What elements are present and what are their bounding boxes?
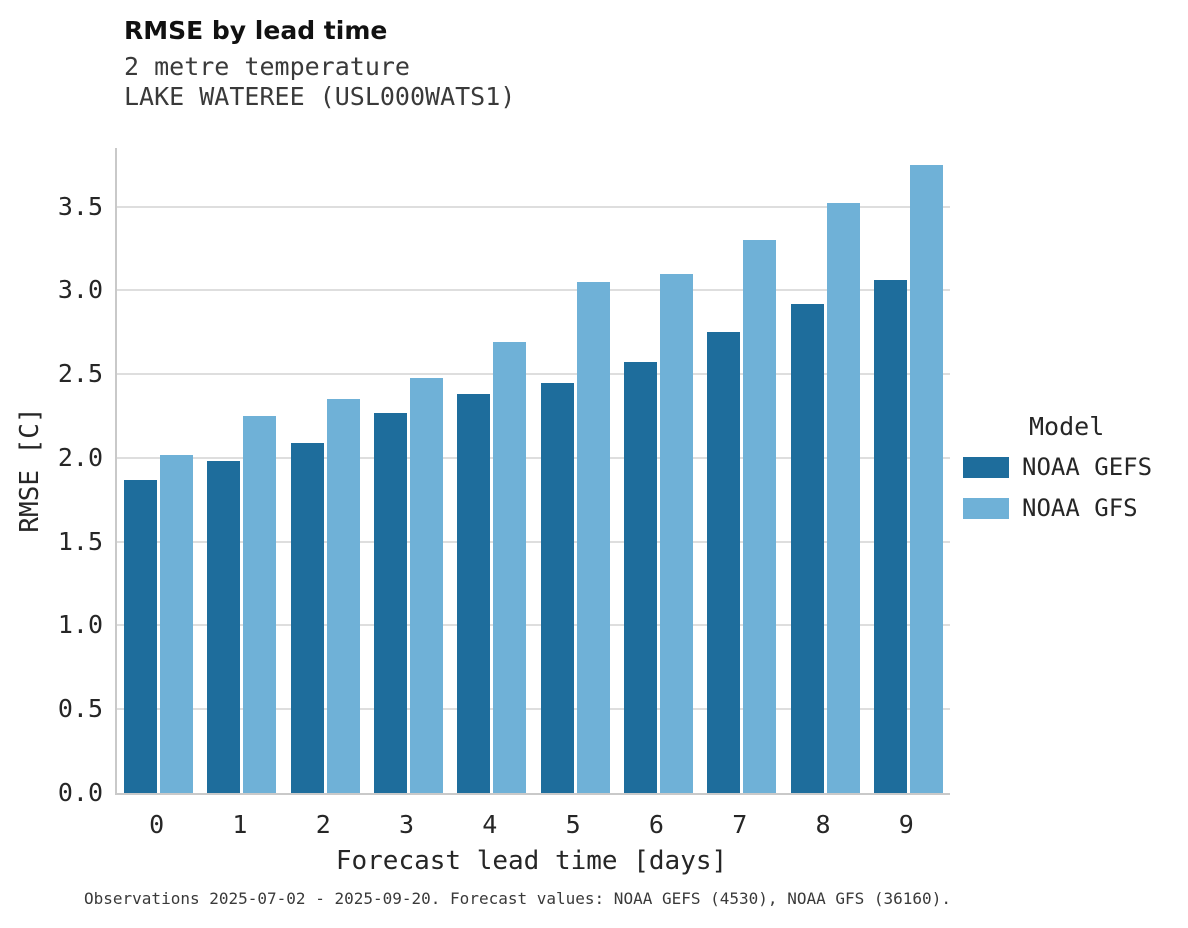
bar-group-1 [207,416,277,793]
bar-noaa-gefs-day-4 [457,394,491,793]
bar-noaa-gfs-day-5 [576,282,610,793]
x-tick-label-5: 5 [565,810,581,839]
bar-noaa-gfs-day-0 [160,455,194,793]
chart-subtitle-variable: 2 metre temperature [124,52,410,81]
y-tick-label-1.0: 1.0 [57,610,103,640]
x-tick-label-6: 6 [648,810,664,839]
legend-items: NOAA GEFS NOAA GFS [963,453,1152,522]
chart-subtitle-station: LAKE WATEREE (USL000WATS1) [124,82,516,111]
bar-noaa-gefs-day-9 [873,280,907,793]
bar-noaa-gfs-day-3 [410,378,444,793]
x-tick-label-7: 7 [732,810,748,839]
y-tick-label-0.5: 0.5 [57,694,103,724]
bar-group-8 [790,203,860,793]
x-tick-label-1: 1 [232,810,248,839]
bar-noaa-gefs-day-7 [707,332,741,793]
bar-group-5 [540,282,610,793]
bar-group-0 [124,455,194,793]
plot-area [115,148,950,795]
bar-noaa-gefs-day-1 [207,461,241,793]
legend-swatch-noaa-gefs [963,456,1009,478]
x-axis-tick-labels: 0 1 2 3 4 5 6 7 8 9 [115,810,948,839]
bar-group-2 [290,399,360,793]
footer-caption: Observations 2025-07-02 - 2025-09-20. Fo… [84,889,951,908]
bar-noaa-gfs-day-8 [826,203,860,793]
y-tick-label-3.0: 3.0 [57,275,103,305]
y-tick-label-2.0: 2.0 [57,442,103,472]
legend-item-noaa-gefs: NOAA GEFS [963,453,1152,481]
bar-group-7 [707,240,777,793]
legend-label: NOAA GFS [1022,494,1138,522]
bar-noaa-gefs-day-2 [290,443,324,793]
bar-group-3 [374,378,444,793]
bar-noaa-gefs-day-5 [540,383,574,793]
gridline-2.5 [117,373,950,376]
x-tick-label-8: 8 [815,810,831,839]
legend-title: Model [1029,412,1105,441]
x-tick-label-2: 2 [315,810,331,839]
bar-noaa-gfs-day-2 [326,399,360,793]
bar-noaa-gfs-day-9 [909,165,943,793]
y-tick-label-3.5: 3.5 [57,191,103,221]
legend: Model NOAA GEFS NOAA GFS [963,412,1152,535]
bar-noaa-gefs-day-6 [623,362,657,793]
bar-noaa-gfs-day-1 [243,416,277,793]
legend-swatch-noaa-gfs [963,497,1009,519]
x-axis-label: Forecast lead time [days] [335,846,728,876]
gridline-0.5 [117,708,950,711]
bar-group-9 [873,165,943,793]
gridline-3.0 [117,289,950,292]
bar-series-container [117,148,950,793]
bar-noaa-gfs-day-4 [493,342,527,793]
y-tick-label-0.0: 0.0 [57,777,103,807]
bar-noaa-gefs-day-0 [124,480,158,793]
bar-noaa-gfs-day-7 [743,240,777,793]
gridline-2.0 [117,456,950,459]
legend-label: NOAA GEFS [1022,453,1153,481]
y-tick-label-1.5: 1.5 [57,526,103,556]
bar-noaa-gefs-day-3 [374,413,408,793]
gridline-3.5 [117,205,950,208]
legend-item-noaa-gfs: NOAA GFS [963,494,1152,522]
x-tick-label-9: 9 [898,810,914,839]
x-tick-label-4: 4 [482,810,498,839]
chart-title: RMSE by lead time [124,16,388,45]
bar-noaa-gfs-day-6 [659,274,693,793]
x-tick-label-3: 3 [399,810,415,839]
y-tick-label-2.5: 2.5 [57,359,103,389]
bar-noaa-gefs-day-8 [790,304,824,793]
gridline-1.5 [117,540,950,543]
y-axis-tick-labels: 0.0 0.5 1.0 1.5 2.0 2.5 3.0 3.5 [0,148,103,807]
gridline-1.0 [117,624,950,627]
x-tick-label-0: 0 [149,810,165,839]
bar-group-4 [457,342,527,793]
bar-group-6 [623,274,693,793]
